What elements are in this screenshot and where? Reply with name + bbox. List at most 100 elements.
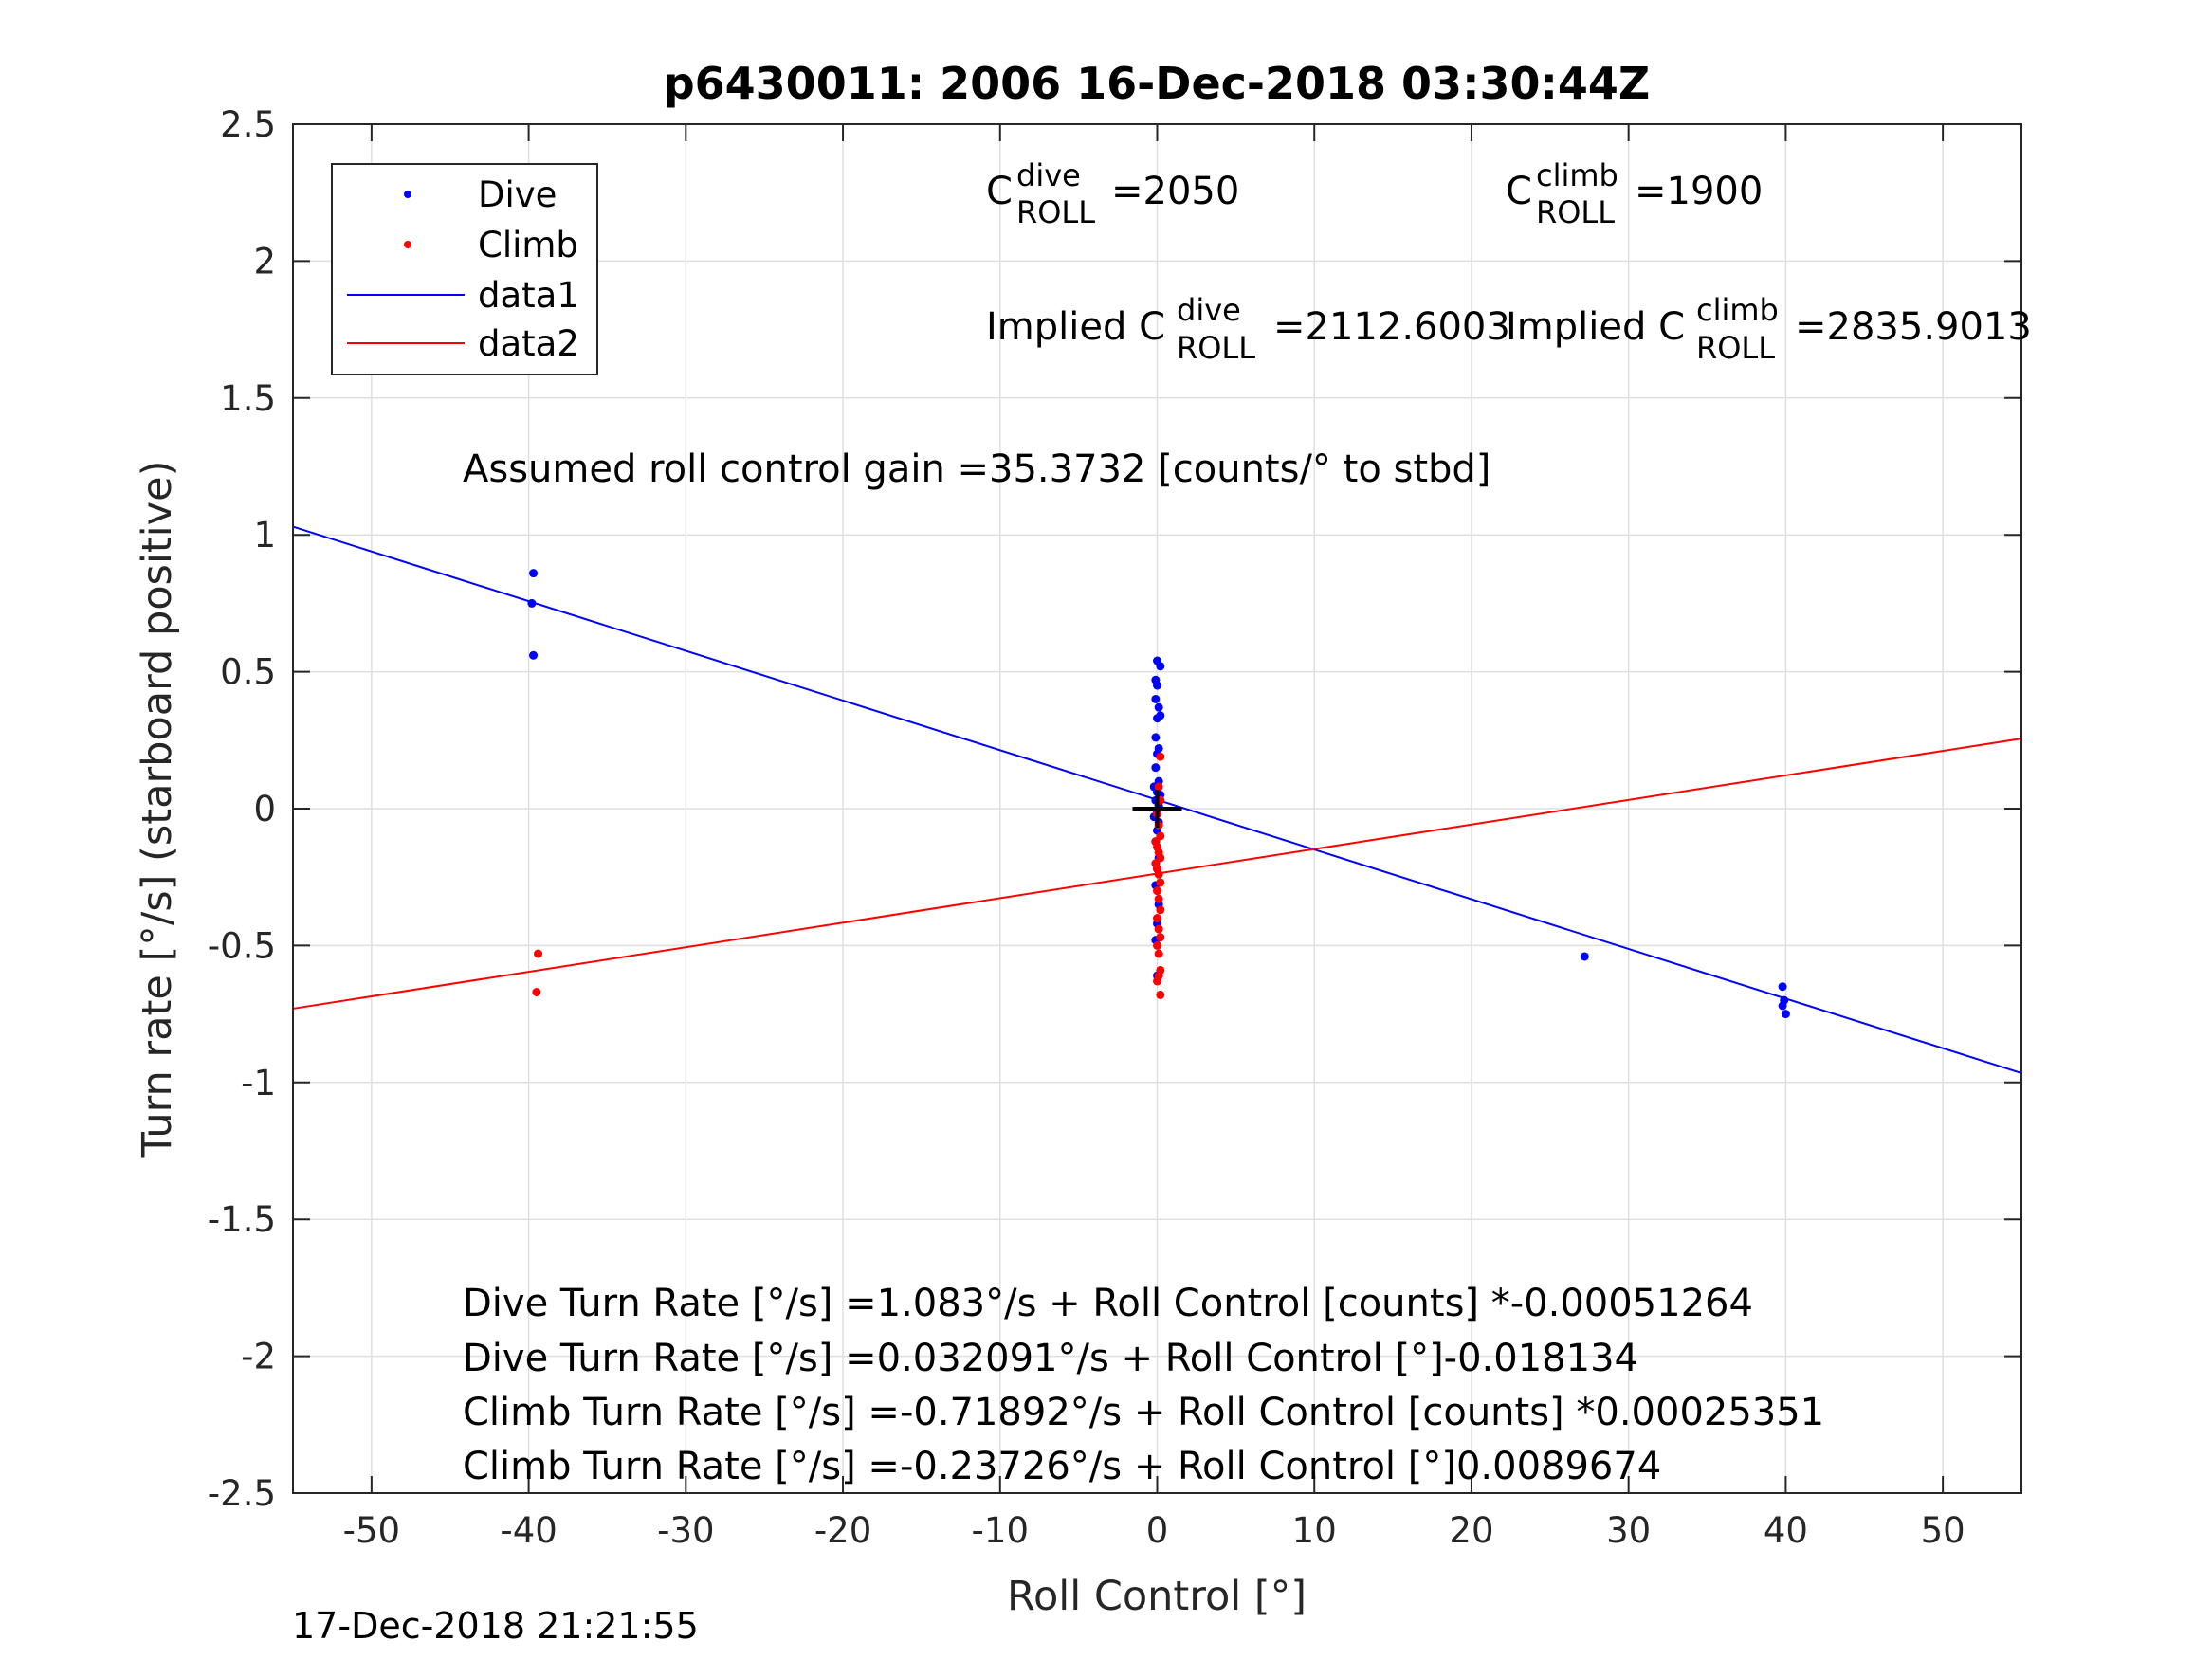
implied-dive-sup: dive	[1177, 292, 1241, 328]
x-tick-label: 20	[1449, 1510, 1493, 1551]
y-tick-label: -0.5	[208, 925, 276, 966]
point-dive	[529, 569, 539, 578]
y-tick-label: -2.5	[208, 1473, 276, 1514]
point-dive	[527, 598, 537, 608]
point-climb	[1156, 878, 1165, 887]
origin-marker	[1132, 790, 1182, 828]
y-tick-label: 0.5	[220, 652, 276, 693]
svg-text:climb: climb	[1696, 292, 1779, 328]
svg-text:climb: climb	[1536, 157, 1618, 193]
c-climb-base: C	[1506, 170, 1532, 213]
legend-label-dive: Dive	[478, 174, 557, 215]
legend-box	[331, 163, 598, 375]
x-tick-label: -50	[343, 1510, 400, 1551]
c-dive-value: =2050	[1111, 170, 1239, 213]
point-climb	[1156, 905, 1165, 915]
annotation-implied-climb: Implied C climb ROLL =2835.9013	[1506, 292, 2032, 366]
y-tick-label: -1	[241, 1063, 276, 1103]
point-dive	[1151, 694, 1161, 703]
svg-text:Implied C: Implied C	[986, 305, 1165, 349]
svg-text:C: C	[1506, 170, 1532, 213]
svg-text:Implied C: Implied C	[1506, 305, 1685, 349]
point-dive	[1154, 702, 1163, 712]
point-dive	[1580, 952, 1589, 961]
axis-ticks	[293, 123, 2021, 1494]
legend-marker-dive	[404, 191, 411, 198]
c-dive-base: C	[986, 170, 1013, 213]
implied-climb-value: =2835.9013	[1795, 305, 2032, 349]
svg-text:ROLL: ROLL	[1536, 194, 1615, 230]
svg-text:dive: dive	[1016, 157, 1081, 193]
y-tick-label: 0	[253, 789, 276, 830]
annotation-c-dive: C dive ROLL =2050	[986, 157, 1239, 230]
point-climb	[1153, 940, 1161, 950]
point-dive	[1153, 714, 1161, 723]
legend: Dive Climb data1 data2	[331, 163, 598, 375]
x-tick-label: -30	[657, 1510, 714, 1551]
implied-climb-prefix: Implied C	[1506, 305, 1685, 349]
point-dive	[1153, 681, 1161, 690]
point-climb	[1153, 886, 1161, 896]
svg-text:ROLL: ROLL	[1177, 330, 1255, 366]
y-tick-label: 1.5	[220, 378, 276, 419]
c-climb-sub: ROLL	[1536, 194, 1615, 230]
legend-marker-climb	[404, 241, 411, 248]
c-dive-sub: ROLL	[1016, 194, 1095, 230]
svg-text:ROLL: ROLL	[1016, 194, 1095, 230]
timestamp: 17-Dec-2018 21:21:55	[292, 1605, 699, 1647]
x-tick-label: -40	[500, 1510, 557, 1551]
y-tick-label: -1.5	[208, 1199, 276, 1240]
x-tick-label: 10	[1292, 1510, 1337, 1551]
svg-text:=1900: =1900	[1635, 170, 1763, 213]
annotation-gain: Assumed roll control gain =35.3732 [coun…	[463, 447, 1490, 491]
point-climb	[1154, 869, 1163, 879]
x-tick-label: 40	[1764, 1510, 1808, 1551]
point-climb	[1153, 976, 1161, 986]
x-tick-label: -10	[972, 1510, 1029, 1551]
point-climb	[1156, 933, 1165, 942]
annotation-equation-1: Dive Turn Rate [°/s] =1.083°/s + Roll Co…	[463, 1282, 1753, 1325]
implied-dive-sub: ROLL	[1177, 330, 1255, 366]
legend-label-climb: Climb	[478, 225, 578, 265]
y-tick-label: -2	[241, 1337, 276, 1377]
annotation-equation-3: Climb Turn Rate [°/s] =-0.71892°/s + Rol…	[463, 1391, 1824, 1434]
svg-text:=2835.9013: =2835.9013	[1795, 305, 2032, 349]
svg-text:=2050: =2050	[1111, 170, 1239, 213]
x-tick-label: -20	[814, 1510, 871, 1551]
annotation-c-climb: C climb ROLL =1900	[1506, 157, 1763, 230]
c-dive-sup: dive	[1016, 157, 1081, 193]
point-climb	[1156, 990, 1165, 999]
x-tick-label: 30	[1606, 1510, 1651, 1551]
data-points	[527, 569, 1790, 1019]
point-climb	[1154, 782, 1163, 792]
point-dive	[1781, 1010, 1790, 1019]
tick-labels: -50 -40 -30 -20 -10 0 10 20 30 40 50 2.5 2 1.5 1 0.5 0 -0…	[208, 104, 1965, 1551]
svg-text:ROLL: ROLL	[1696, 330, 1775, 366]
point-dive	[1156, 662, 1165, 671]
annotation-equation-2: Dive Turn Rate [°/s] =0.032091°/s + Roll…	[463, 1337, 1638, 1380]
y-tick-label: 1	[253, 515, 276, 556]
implied-climb-sub: ROLL	[1696, 330, 1775, 366]
point-climb	[532, 987, 541, 996]
svg-text:=2112.6003: =2112.6003	[1273, 305, 1510, 349]
svg-text:C: C	[986, 170, 1013, 213]
point-climb	[1153, 914, 1161, 923]
point-dive	[1151, 763, 1161, 773]
implied-dive-prefix: Implied C	[986, 305, 1165, 349]
point-dive	[1778, 1001, 1787, 1011]
annotation-implied-dive: Implied C dive ROLL =2112.6003	[986, 292, 1510, 366]
point-dive	[1778, 982, 1787, 992]
point-climb	[1156, 752, 1165, 761]
annotation-equation-4: Climb Turn Rate [°/s] =-0.23726°/s + Rol…	[463, 1445, 1661, 1488]
point-climb	[534, 949, 543, 958]
y-tick-label: 2	[253, 241, 276, 282]
x-axis-label: Roll Control [°]	[1007, 1573, 1307, 1620]
point-climb	[1154, 949, 1163, 958]
point-dive	[1151, 733, 1161, 742]
c-climb-sup: climb	[1536, 157, 1618, 193]
y-axis-label: Turn rate [°/s] (starboard positive)	[134, 461, 181, 1158]
point-dive	[529, 650, 539, 660]
c-climb-value: =1900	[1635, 170, 1763, 213]
x-tick-label: 0	[1146, 1510, 1169, 1551]
